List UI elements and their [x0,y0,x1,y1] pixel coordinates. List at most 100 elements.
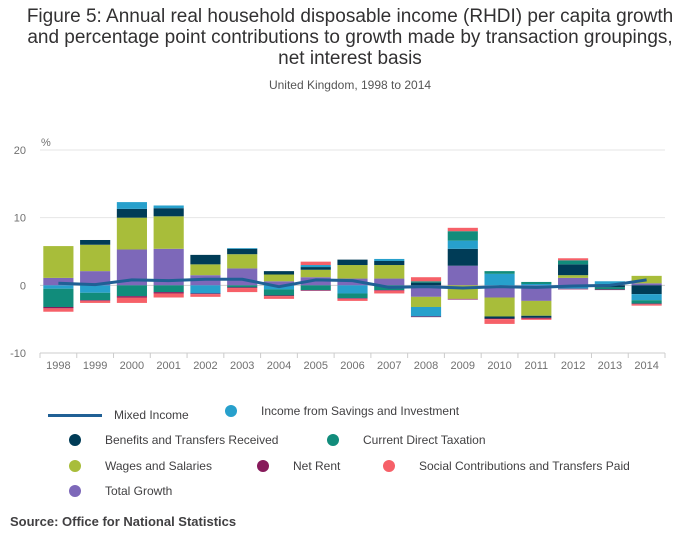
legend-swatch-dot [69,460,81,472]
bar-total-growth-2012 [558,277,589,286]
legend-swatch-dot [257,460,269,472]
bar-social-contributions-and-transfers-paid-2004 [263,296,295,299]
bar-income-from-savings-and-investment-1998 [43,285,74,289]
bar-current-direct-taxation-2004 [263,289,295,296]
bar-income-from-savings-and-investment-2010 [484,273,515,286]
bar-current-direct-taxation-2009 [447,231,478,241]
x-tick-label: 2007 [377,360,401,372]
bar-social-contributions-and-transfers-paid-2008 [410,277,442,282]
bar-income-from-savings-and-investment-2000 [116,202,147,209]
legend-label: Social Contributions and Transfers Paid [419,459,630,473]
bar-net-rent-2008 [410,316,442,318]
bar-wages-and-salaries-2006 [337,265,368,279]
legend-item-social-contributions[interactable]: Social Contributions and Transfers Paid [383,459,630,473]
bar-social-contributions-and-transfers-paid-1998 [43,308,74,312]
bar-wages-and-salaries-2005 [300,269,331,278]
bar-wages-and-salaries-2011 [521,300,552,316]
legend-label: Benefits and Transfers Received [105,433,279,447]
bar-net-rent-2000 [116,296,147,298]
bar-current-direct-taxation-1998 [43,288,74,307]
bar-total-growth-2007 [374,278,405,286]
bar-net-rent-2005 [300,290,331,291]
bar-current-direct-taxation-2011 [521,281,552,284]
bar-income-from-savings-and-investment-1999 [80,285,111,293]
bar-benefits-and-transfers-received-2009 [447,248,478,266]
x-tick-label: 2000 [120,360,144,372]
bar-social-contributions-and-transfers-paid-2011 [521,318,552,320]
line-mixed-income [58,277,647,290]
bar-benefits-and-transfers-received-2008 [410,282,442,286]
bar-net-rent-2001 [153,292,184,294]
bar-benefits-and-transfers-received-2000 [116,208,147,218]
bar-benefits-and-transfers-received-2010 [484,316,515,319]
bar-current-direct-taxation-1999 [80,292,111,301]
y-axis-unit-label: % [41,137,51,149]
legend-item-wages-salaries[interactable]: Wages and Salaries [69,459,212,473]
bar-net-rent-1999 [80,300,111,301]
y-tick-label: 10 [14,213,26,225]
source-note: Source: Office for National Statistics [10,514,237,529]
legend-label: Mixed Income [114,408,189,422]
bar-social-contributions-and-transfers-paid-2009 [447,227,478,232]
bar-benefits-and-transfers-received-2006 [337,259,368,266]
bar-total-growth-1999 [80,271,111,286]
bar-income-from-savings-and-investment-2001 [153,205,184,209]
legend-label: Current Direct Taxation [363,433,486,447]
legend-item-direct-taxation[interactable]: Current Direct Taxation [327,433,486,447]
bar-current-direct-taxation-2006 [337,293,368,299]
legend-swatch-dot [383,460,395,472]
bar-benefits-and-transfers-received-2012 [558,264,589,276]
bar-benefits-and-transfers-received-2011 [521,315,552,318]
bar-net-rent-2003 [227,287,258,289]
bar-benefits-and-transfers-received-1999 [80,239,111,245]
x-tick-label: 2009 [451,360,475,372]
bar-income-from-savings-and-investment-2013 [594,281,625,284]
legend-item-net-rent[interactable]: Net Rent [257,459,340,473]
legend-item-total-growth[interactable]: Total Growth [69,484,172,498]
bar-income-from-savings-and-investment-2007 [374,258,405,261]
x-tick-label: 2012 [561,360,585,372]
x-tick-label: 2013 [598,360,622,372]
bar-current-direct-taxation-2010 [484,271,515,274]
legend-label: Net Rent [293,459,341,473]
bar-social-contributions-and-transfers-paid-2003 [227,288,258,293]
legend-swatch-dot [225,405,237,417]
bar-benefits-and-transfers-received-2005 [300,267,331,270]
bar-wages-and-salaries-1998 [43,246,74,278]
bar-net-rent-2012 [558,288,589,290]
x-tick-label: 1998 [46,360,70,372]
x-tick-label: 2011 [524,360,548,372]
bar-social-contributions-and-transfers-paid-2002 [190,294,221,297]
bar-net-rent-2002 [190,293,221,295]
bar-current-direct-taxation-2001 [153,285,184,293]
bar-total-growth-1998 [43,277,74,286]
legend-item-mixed-income[interactable]: Mixed Income [48,408,189,422]
legend-swatch-dot [69,434,81,446]
x-tick-label: 2005 [303,360,327,372]
bar-income-from-savings-and-investment-2002 [190,285,221,294]
bar-social-contributions-and-transfers-paid-2001 [153,293,184,298]
bar-net-rent-2011 [521,317,552,319]
bar-income-from-savings-and-investment-2008 [410,306,442,317]
bar-wages-and-salaries-2002 [190,264,221,276]
legend-item-savings-investment[interactable]: Income from Savings and Investment [225,404,459,418]
bar-current-direct-taxation-2003 [227,285,258,288]
bar-total-growth-2011 [521,285,552,301]
bar-social-contributions-and-transfers-paid-2010 [484,319,515,324]
bar-benefits-and-transfers-received-2003 [227,248,258,255]
bar-income-from-savings-and-investment-2009 [447,240,478,249]
x-tick-label: 1999 [83,360,107,372]
bar-wages-and-salaries-2008 [410,296,442,307]
bar-current-direct-taxation-2013 [594,287,625,290]
bar-net-rent-2014 [631,303,662,305]
x-tick-label: 2003 [230,360,254,372]
bar-income-from-savings-and-investment-2011 [521,283,552,286]
bar-income-from-savings-and-investment-2014 [631,294,662,301]
y-tick-label: -10 [10,348,26,360]
legend-swatch-dot [327,434,339,446]
x-tick-label: 2008 [414,360,438,372]
y-tick-label: 20 [14,145,26,157]
bar-benefits-and-transfers-received-2002 [190,254,221,265]
bar-current-direct-taxation-2000 [116,285,147,297]
legend-item-benefits-transfers[interactable]: Benefits and Transfers Received [69,433,278,447]
